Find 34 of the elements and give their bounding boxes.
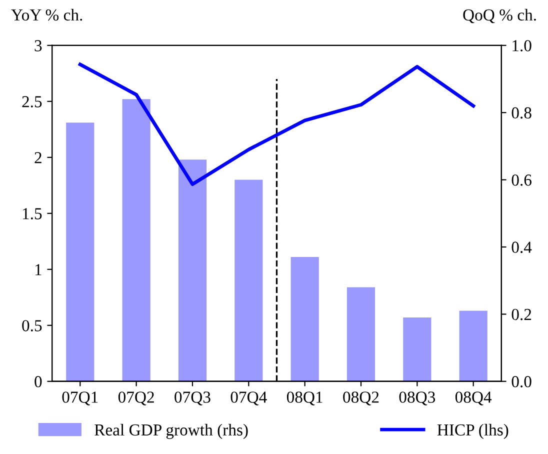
bar <box>66 122 94 382</box>
y-tick-label: 0.5 <box>22 320 42 332</box>
y2-tick-label: 0.6 <box>512 174 532 186</box>
y2-tick-label: 0.8 <box>512 107 532 119</box>
y2-tick-label: 0.2 <box>512 308 532 320</box>
y-tick-label: 0 <box>34 376 42 388</box>
y2-tick-label: 0.0 <box>512 376 532 388</box>
legend-label: Real GDP growth (rhs) <box>94 424 248 439</box>
y-axis-title: YoY % ch. <box>11 8 82 21</box>
x-tick-label: 07Q2 <box>118 392 154 406</box>
y-tick-label: 3 <box>34 40 42 52</box>
y2-tick-label: 0.4 <box>512 242 532 253</box>
y-tick-label: 2 <box>34 152 42 164</box>
x-tick-label: 07Q4 <box>230 392 267 406</box>
y2-tick-label: 1.0 <box>512 40 532 52</box>
bar <box>459 310 488 382</box>
y-tick-label: 2.5 <box>22 96 42 108</box>
x-tick-label: 08Q3 <box>399 392 436 406</box>
y2-axis-title: QoQ % ch. <box>463 8 536 24</box>
bar <box>290 257 319 382</box>
x-tick-label: 08Q2 <box>343 392 379 406</box>
x-tick-label: 07Q3 <box>174 392 210 406</box>
legend-label: HICP (lhs) <box>437 424 508 439</box>
bar <box>122 99 150 382</box>
y-tick-label: 1.5 <box>22 208 42 220</box>
bar <box>403 318 432 382</box>
line-series <box>78 62 476 186</box>
bar <box>346 287 376 382</box>
x-tick-label: 08Q4 <box>455 392 492 406</box>
bar <box>234 180 263 382</box>
x-tick-label: 07Q1 <box>62 392 98 406</box>
x-tick-label: 08Q1 <box>286 392 322 406</box>
y-tick-label: 1 <box>35 264 42 276</box>
bar <box>178 160 207 382</box>
